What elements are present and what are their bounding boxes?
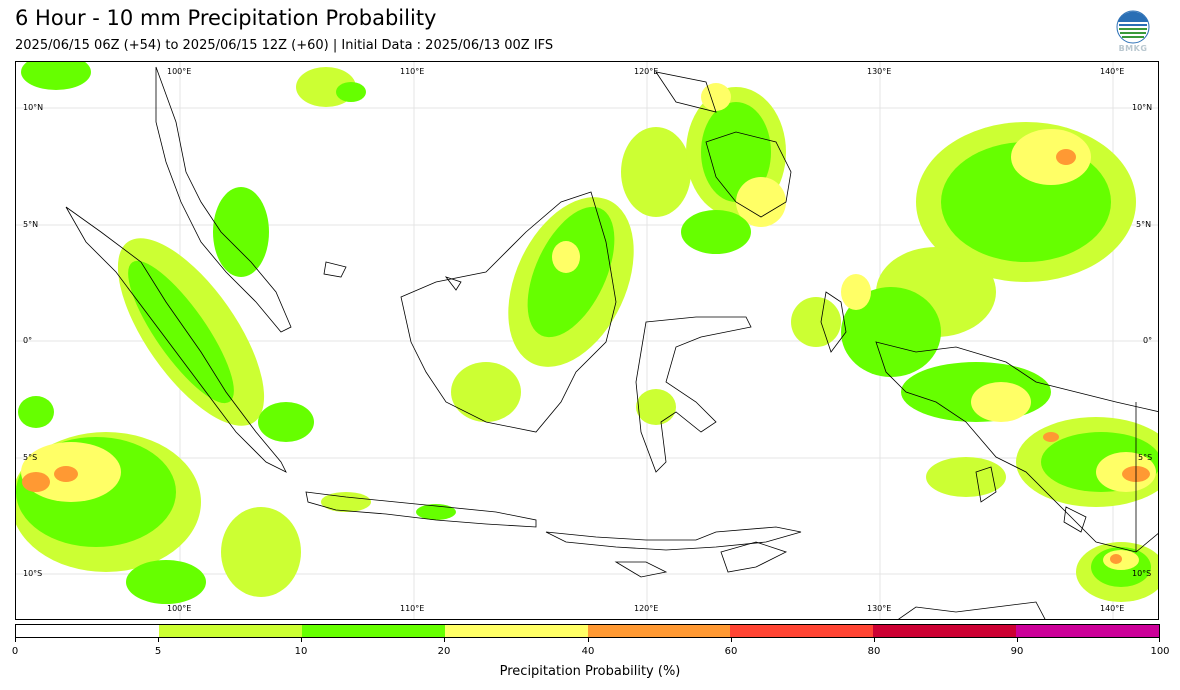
colorbar-tick (731, 638, 732, 642)
colorbar-tick-label: 20 (437, 646, 451, 657)
colorbar-bin-0 (16, 625, 159, 637)
colorbar-bin-2 (301, 625, 445, 637)
colorbar-tick-label: 0 (11, 646, 19, 657)
lat-label-left-5s: 5°S (23, 453, 38, 462)
colorbar-tick (158, 638, 159, 642)
colorbar-tick-label: 60 (724, 646, 738, 657)
lat-label-left-10n: 10°N (23, 103, 44, 112)
colorbar-bin-7 (1016, 625, 1159, 637)
chart-title: 6 Hour - 10 mm Precipitation Probability (15, 6, 437, 30)
lon-label-top-100e: 100°E (167, 67, 192, 76)
colorbar-tick (1017, 638, 1018, 642)
colorbar-bin-1 (158, 625, 302, 637)
lon-label-bottom-110e: 110°E (400, 604, 425, 613)
colorbar-tick-label: 5 (154, 646, 162, 657)
colorbar-label: Precipitation Probability (%) (499, 664, 681, 679)
colorbar-tick (15, 638, 16, 642)
lat-label-left-10s: 10°S (23, 569, 43, 578)
lat-label-left-0: 0° (23, 336, 33, 345)
lon-label-top-120e: 120°E (634, 67, 659, 76)
chart-subtitle: 2025/06/15 06Z (+54) to 2025/06/15 12Z (… (15, 38, 554, 53)
colorbar-bin-6 (873, 625, 1017, 637)
bmkg-logo (1115, 10, 1151, 56)
lon-label-bottom-130e: 130°E (867, 604, 892, 613)
colorbar-tick-label: 90 (1010, 646, 1024, 657)
lat-label-right-10s: 10°S (1132, 569, 1152, 578)
map-panel: 100°E 110°E 120°E 130°E 140°E 100°E 110°… (15, 61, 1159, 620)
lon-label-top-130e: 130°E (867, 67, 892, 76)
colorbar-tick (874, 638, 875, 642)
colorbar-bin-3 (444, 625, 588, 637)
precip-map (16, 62, 1158, 619)
lat-label-right-5n: 5°N (1136, 220, 1152, 229)
lat-label-right-5s: 5°S (1138, 453, 1153, 462)
colorbar (15, 624, 1160, 638)
colorbar-tick (588, 638, 589, 642)
coastlines (65, 66, 1158, 619)
lon-label-top-140e: 140°E (1100, 67, 1125, 76)
colorbar-tick-label: 40 (581, 646, 595, 657)
logo-text: BMKG (1118, 44, 1148, 53)
lat-label-right-0: 0° (1143, 336, 1153, 345)
lon-label-bottom-120e: 120°E (634, 604, 659, 613)
colorbar-tick-label: 100 (1150, 646, 1170, 657)
lon-label-bottom-100e: 100°E (167, 604, 192, 613)
lat-label-right-10n: 10°N (1132, 103, 1153, 112)
lon-label-bottom-140e: 140°E (1100, 604, 1125, 613)
colorbar-tick-label: 10 (294, 646, 308, 657)
precip-fields (16, 62, 1158, 604)
colorbar-bin-4 (587, 625, 731, 637)
lat-label-left-5n: 5°N (23, 220, 39, 229)
colorbar-tick (444, 638, 445, 642)
colorbar-tick (301, 638, 302, 642)
colorbar-bin-5 (730, 625, 874, 637)
colorbar-tick-label: 80 (867, 646, 881, 657)
lon-label-top-110e: 110°E (400, 67, 425, 76)
colorbar-tick (1159, 638, 1160, 642)
